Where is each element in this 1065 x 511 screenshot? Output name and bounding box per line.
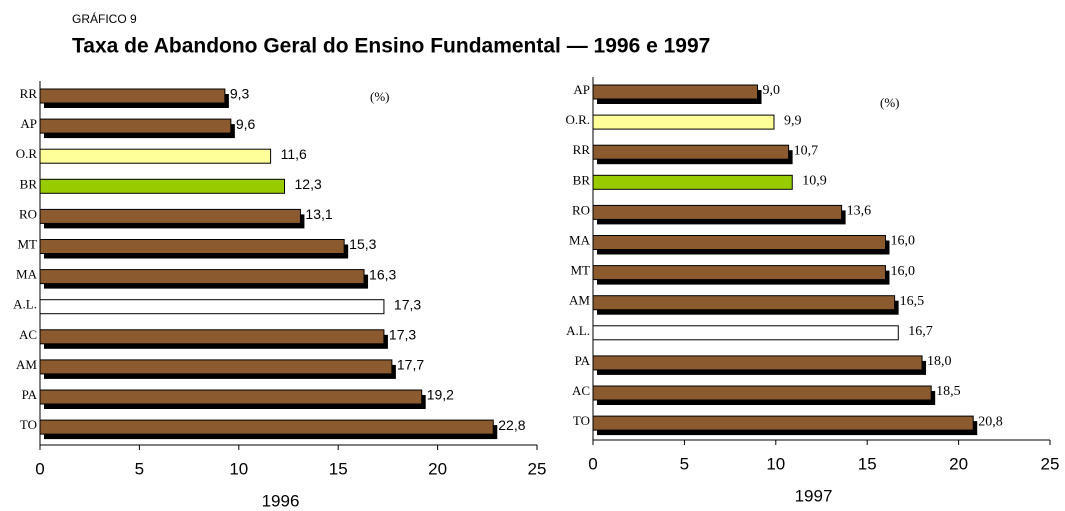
y-tick-label: BR [573,172,591,187]
bar [39,329,385,345]
annotation: (%) [370,89,390,104]
bar [592,325,899,341]
x-tick-label: 20 [949,454,968,473]
y-tick-label: BR [20,176,38,191]
value-label: 17,7 [397,357,424,373]
y-tick-label: RO [572,202,590,217]
y-tick-label: AP [20,116,37,131]
bar [592,144,790,160]
bar [39,359,393,375]
y-tick-label: O.R [16,146,38,161]
value-label: 10,7 [794,143,819,158]
x-tick-label: 20 [428,459,447,478]
value-label: 16,5 [900,294,925,309]
x-tick-label: 15 [329,459,348,478]
y-tick-label: AM [16,357,37,372]
annotation: (%) [880,95,900,110]
chart-title: Taxa de Abandono Geral do Ensino Fundame… [72,35,710,58]
bar [592,84,759,100]
y-tick-label: MA [16,267,38,282]
x-tick-label: 25 [528,459,547,478]
value-label: 16,3 [369,266,396,282]
value-label: 10,9 [802,174,827,189]
bar [39,299,385,315]
bar [39,239,345,254]
y-tick-label: TO [20,417,37,432]
y-tick-label: MT [571,263,591,278]
value-label: 11,6 [281,146,307,162]
bar [592,295,896,311]
value-label: 20,8 [978,414,1003,429]
x-tick-label: 15 [858,454,877,473]
y-tick-label: TO [573,413,590,428]
bar [592,235,886,250]
bar [39,208,301,224]
value-label: 15,3 [349,236,376,252]
x-tick-label: 10 [229,459,248,478]
bar [592,415,974,431]
value-label: 19,2 [427,387,454,403]
value-label: 18,5 [936,384,961,399]
bar [39,269,365,285]
x-tick-label: 5 [135,459,144,478]
y-tick-label: PA [22,387,38,402]
x-tick-label: 25 [1041,454,1060,473]
value-label: 12,3 [295,176,322,192]
x-tick-label: 10 [766,454,785,473]
bar [592,265,886,281]
value-label: 9,9 [784,113,802,128]
bar [592,114,775,130]
value-label: 16,0 [890,264,915,279]
y-tick-label: A.L. [13,297,37,312]
bar [39,88,226,104]
bar [39,148,272,164]
bar [592,355,923,371]
value-label: 17,3 [394,296,421,312]
value-label: 22,8 [498,417,525,433]
value-label: 13,6 [847,204,872,219]
bar [592,174,793,190]
value-label: 9,0 [763,83,781,98]
y-tick-label: MT [18,236,38,251]
y-tick-label: A.L. [566,323,590,338]
value-label: 13,1 [305,206,332,222]
y-tick-label: AP [573,82,590,97]
y-tick-label: AM [569,293,590,308]
x-axis-label: 1997 [795,486,833,505]
chart-label: GRÁFICO 9 [72,11,137,26]
bar [39,178,286,194]
value-label: 17,3 [389,327,416,343]
bar [592,385,932,401]
value-label: 18,0 [927,354,952,369]
y-tick-label: AC [572,383,590,398]
y-tick-label: MA [569,232,591,247]
y-tick-label: PA [575,353,591,368]
value-label: 9,3 [230,86,250,102]
y-tick-label: RO [19,206,37,221]
value-label: 16,7 [908,324,933,339]
y-tick-label: O.R. [565,112,590,127]
x-tick-label: 0 [35,459,44,478]
bar [39,419,494,435]
bar [39,389,423,405]
value-label: 16,0 [890,234,915,249]
y-tick-label: RR [20,86,38,101]
x-tick-label: 0 [588,454,597,473]
x-axis-label: 1996 [262,491,300,510]
bar [39,118,232,134]
y-tick-label: AC [19,327,37,342]
x-tick-label: 5 [680,454,689,473]
y-tick-label: RR [573,142,591,157]
bar [592,204,843,220]
value-label: 9,6 [236,116,256,132]
